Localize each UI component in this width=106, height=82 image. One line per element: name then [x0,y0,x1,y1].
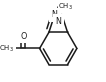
Text: O: O [20,31,27,41]
Text: O: O [7,44,13,53]
Text: N: N [55,17,61,26]
Text: CH$_3$: CH$_3$ [58,2,73,12]
Text: CH$_3$: CH$_3$ [0,43,13,54]
Text: N: N [52,10,58,19]
